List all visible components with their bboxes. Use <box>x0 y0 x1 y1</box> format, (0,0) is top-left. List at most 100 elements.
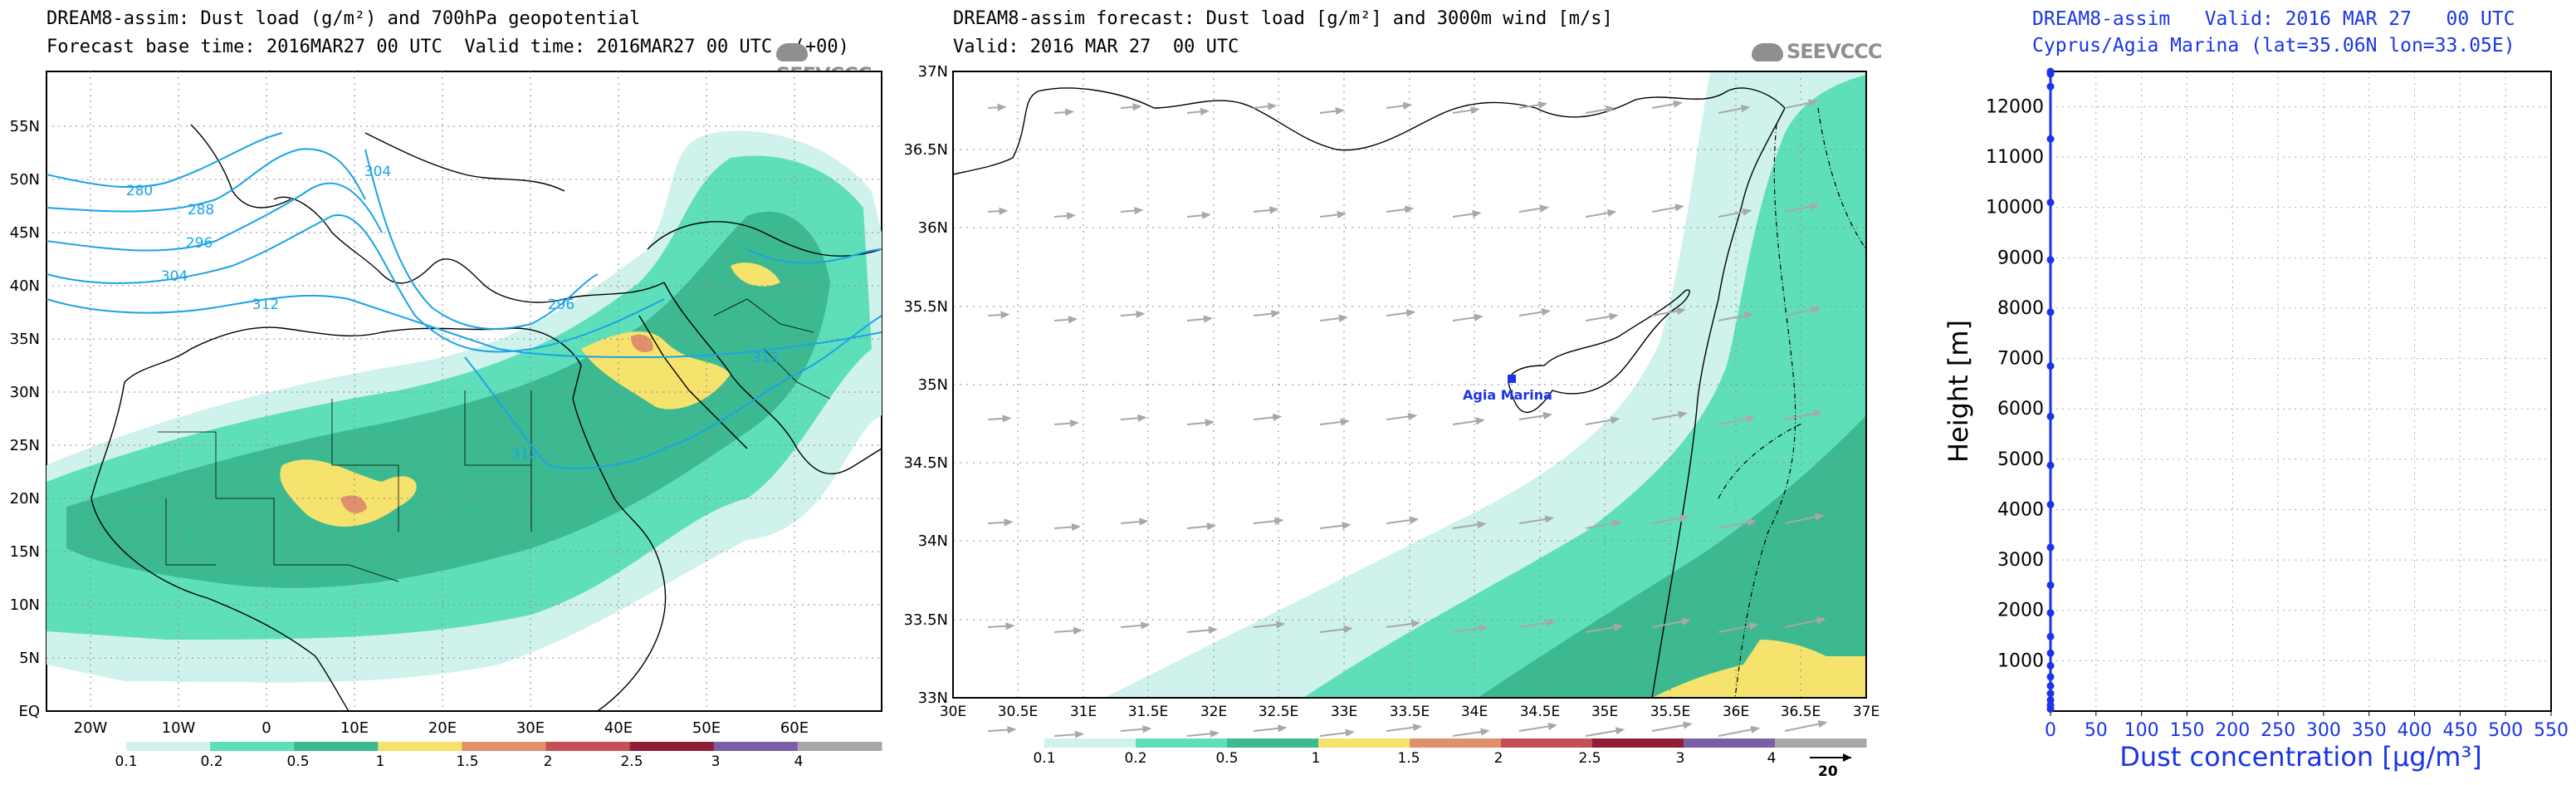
y-tick-label: 9000 <box>1997 248 2044 268</box>
wind-arrow <box>1186 626 1218 635</box>
lon-label: 34E <box>1461 704 1488 720</box>
panel1-subtitle: Forecast base time: 2016MAR27 00 UTC Val… <box>46 37 849 57</box>
lat-label: 35.5N <box>905 298 948 316</box>
wind-arrow <box>1253 621 1286 629</box>
map1-svg: 280 288 296 304 304 312 296 312 312 EQ 5… <box>10 71 882 770</box>
wind-arrow <box>1319 210 1347 219</box>
wind-arrow <box>987 622 1015 630</box>
wind-arrow <box>1651 617 1691 628</box>
colorbar-label: 1 <box>1312 750 1321 767</box>
lon-label: 31E <box>1070 704 1097 720</box>
wind-arrow <box>1386 205 1415 213</box>
wind-arrow <box>1718 312 1754 321</box>
map1-lon-labels: 20W 10W 0 10E 20E 30E 40E 50E 60E <box>74 719 809 737</box>
lon-label: 34.5E <box>1520 704 1561 720</box>
wind-arrow <box>1120 414 1147 422</box>
x-tick-label: 250 <box>2261 720 2295 741</box>
x-tick-label: 50 <box>2085 720 2108 741</box>
wind-arrow <box>1651 100 1683 109</box>
lon-label: 31.5E <box>1128 704 1169 720</box>
colorbar-swatch <box>1684 738 1776 748</box>
wind-arrow <box>1386 309 1416 317</box>
colorbar-label: 0.5 <box>286 753 309 770</box>
contour-label: 304 <box>161 268 188 285</box>
lon-label: 35E <box>1591 704 1618 720</box>
profile-point <box>2046 412 2055 420</box>
wind-arrow <box>987 518 1014 527</box>
profile-point <box>2046 689 2055 698</box>
colorbar-label: 2.5 <box>1578 750 1601 767</box>
wind-arrow <box>1053 626 1083 635</box>
profile-point <box>2046 82 2055 91</box>
dust-band-1 <box>280 459 417 527</box>
lon-label: 33E <box>1331 704 1357 720</box>
geopotential-contours <box>46 132 882 469</box>
panel-vertical-profile: DREAM8-assim Valid: 2016 MAR 27 00 UTC C… <box>1901 0 2576 785</box>
lon-label: 35.5E <box>1650 704 1691 720</box>
wind-arrow <box>1718 208 1752 218</box>
contour-label: 296 <box>548 297 574 313</box>
wind-arrow <box>1784 616 1826 628</box>
lon-label: 36.5E <box>1781 704 1821 720</box>
wind-reference-arrow: 20 <box>1810 753 1851 780</box>
colorbar-swatch <box>713 742 799 751</box>
cyprus-outline <box>1508 289 1690 413</box>
colorbar2-labels: 0.1 0.2 0.5 1 1.5 2 2.5 3 4 <box>1033 750 1776 767</box>
wind-arrow <box>1784 99 1818 109</box>
y-tick-label: 1000 <box>1997 650 2044 671</box>
x-tick-label: 150 <box>2169 720 2204 741</box>
profile-point <box>2046 649 2055 657</box>
wind-arrow <box>1186 729 1220 738</box>
wind-arrow <box>1585 727 1625 737</box>
colorbar1 <box>126 742 882 751</box>
wind-arrow <box>1386 516 1420 524</box>
map1-lat-labels: EQ 5N 10N 15N 20N 25N 30N 35N 40N 45N 50… <box>10 118 40 720</box>
station-marker <box>1508 375 1516 383</box>
dust-band-0.5 <box>66 211 830 588</box>
colorbar-swatch <box>797 742 882 751</box>
wind-arrow <box>1784 203 1820 213</box>
colorbar-swatch <box>126 742 211 751</box>
panel3-title: DREAM8-assim Valid: 2016 MAR 27 00 UTC <box>2032 8 2515 30</box>
colorbar-label: 0.5 <box>1215 750 1238 767</box>
wind-arrow <box>1186 523 1216 531</box>
wind-arrow <box>1186 211 1211 219</box>
wind-arrow <box>1585 105 1615 114</box>
map2-coastlines <box>953 87 1786 698</box>
wind-arrow <box>1651 204 1684 213</box>
map2-svg: Agia Marina 33N 33.5N 34N 34.5N 35N 35.5… <box>905 63 1879 780</box>
lat-label: EQ <box>18 703 40 720</box>
dust-band-1c <box>731 262 780 287</box>
wind-arrow <box>1253 102 1278 110</box>
lat-label: 40N <box>10 277 40 295</box>
wind-arrow <box>987 103 1007 111</box>
lat-label: 34N <box>918 532 948 550</box>
map2-lon-labels: 30E 30.5E 31E 31.5E 32E 32.5E 33E 33.5E … <box>940 704 1879 720</box>
wind-arrow <box>1718 725 1761 737</box>
wind-arrow <box>1053 730 1084 738</box>
wind-arrow <box>1186 419 1215 427</box>
lon-label: 40E <box>604 719 633 737</box>
wind-reference-label: 20 <box>1818 763 1838 780</box>
station-label: Agia Marina <box>1463 387 1552 403</box>
wind-arrow <box>1718 518 1757 529</box>
x-tick-label: 0 <box>2045 720 2056 741</box>
contour-label: 288 <box>188 202 214 218</box>
lon-label: 10E <box>340 719 369 737</box>
panel2-title: DREAM8-assim forecast: Dust load [g/m²] … <box>953 8 1613 29</box>
x-tick-label: 350 <box>2352 720 2387 741</box>
colorbar-swatch <box>1410 738 1502 748</box>
wind-arrow <box>1319 107 1345 115</box>
wind-arrow <box>1518 619 1557 628</box>
profile-point <box>2046 362 2055 370</box>
profile-point <box>2046 632 2055 640</box>
lon-label: 30.5E <box>998 704 1039 720</box>
wind-arrow <box>1651 721 1693 732</box>
profile-point <box>2046 256 2055 264</box>
map1-coastlines <box>90 124 882 711</box>
wind-arrow <box>1651 514 1689 524</box>
wind-arrow <box>1784 410 1823 420</box>
lat-label: 35N <box>918 376 948 394</box>
wind-arrow <box>1585 209 1617 218</box>
colorbar-label: 0.2 <box>200 753 222 770</box>
